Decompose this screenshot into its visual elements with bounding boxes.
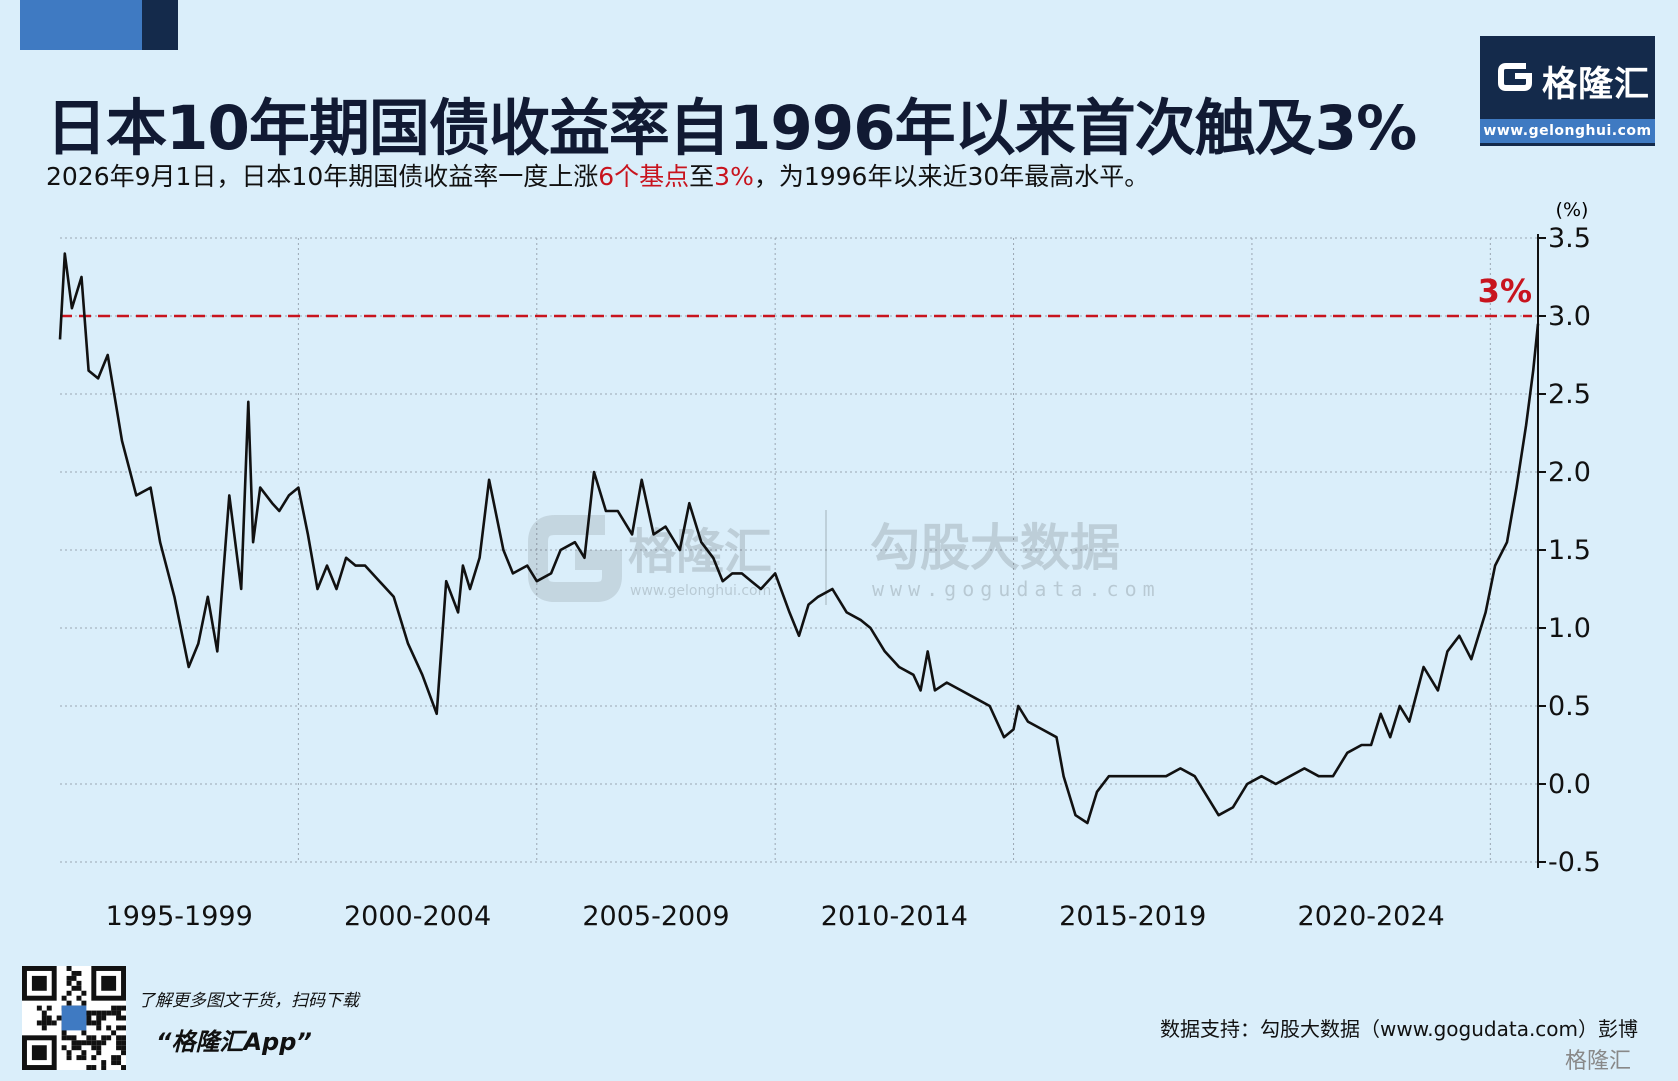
chart-grid — [60, 237, 1538, 863]
y-tick-label-4: 1.5 — [1548, 535, 1591, 566]
watermark-left-brand: 格隆汇 — [628, 524, 772, 580]
y-tick-label-2: 2.5 — [1548, 379, 1591, 410]
x-tick-label-0: 1995-1999 — [106, 901, 253, 932]
yield-series-line — [58, 252, 1540, 825]
y-tick-label-0: 3.5 — [1548, 223, 1591, 254]
watermark-left-url: www.gelonghui.com — [630, 583, 771, 599]
page-title: 日本10年期国债收益率自1996年以来首次触及3% — [46, 93, 1417, 164]
reference-label-3pct: 3% — [1478, 272, 1532, 310]
subtitle-text-2: 至 — [689, 162, 715, 191]
data-source: 数据支持：勾股大数据（www.gogudata.com）彭博 — [1160, 1017, 1639, 1041]
page-subtitle: 2026年9月1日，日本10年期国债收益率一度上涨6个基点至3%，为1996年以… — [46, 157, 1149, 193]
watermark-g-icon — [528, 515, 622, 602]
qr-code[interactable] — [22, 966, 126, 1070]
y-axis-unit-label: (%) — [1556, 199, 1589, 221]
watermark: 格隆汇 www.gelonghui.com 勾股大数据 www.gogudata… — [528, 510, 1161, 605]
corner-brand: 格隆汇 — [1565, 1049, 1632, 1074]
subtitle-text-1: 2026年9月1日，日本10年期国债收益率一度上涨 — [46, 162, 599, 191]
x-axis: 1995-1999 2000-2004 2005-2009 2010-2014 2015… — [106, 901, 1445, 932]
watermark-right-url: www.gogudata.com — [872, 577, 1161, 601]
promo-line-2: “格隆汇App” — [156, 1028, 312, 1056]
logo-url-text: www.gelonghui.com — [1480, 119, 1655, 143]
subtitle-text-3: ，为1996年以来近30年最高水平。 — [753, 162, 1150, 191]
watermark-right-brand: 勾股大数据 — [870, 519, 1120, 577]
subtitle-highlight-1: 6个基点 — [598, 162, 690, 191]
promo-line-1: 了解更多图文干货，扫码下载 — [138, 991, 359, 1011]
x-tick-label-4: 2015-2019 — [1059, 901, 1206, 932]
subtitle-highlight-2: 3% — [714, 162, 754, 191]
y-tick-label-8: -0.5 — [1548, 847, 1601, 878]
y-tick-label-6: 0.5 — [1548, 691, 1591, 722]
header-accent-bar — [20, 0, 142, 50]
x-tick-label-5: 2020-2024 — [1298, 901, 1445, 932]
header-accent-bar-dark — [142, 0, 178, 50]
y-tick-label-5: 1.0 — [1548, 613, 1591, 644]
x-tick-label-2: 2005-2009 — [582, 901, 729, 932]
x-tick-label-3: 2010-2014 — [821, 901, 968, 932]
y-axis: 3.5 3.0 2.5 2.0 1.5 1.0 0.5 0.0 -0.5 — [1537, 223, 1601, 878]
logo-brand-text: 格隆汇 — [1542, 65, 1651, 105]
x-tick-label-1: 2000-2004 — [344, 901, 491, 932]
y-tick-label-7: 0.0 — [1548, 769, 1591, 800]
gelonghui-g-icon — [1498, 63, 1532, 91]
y-tick-label-1: 3.0 — [1548, 301, 1591, 332]
y-tick-label-3: 2.0 — [1548, 457, 1591, 488]
